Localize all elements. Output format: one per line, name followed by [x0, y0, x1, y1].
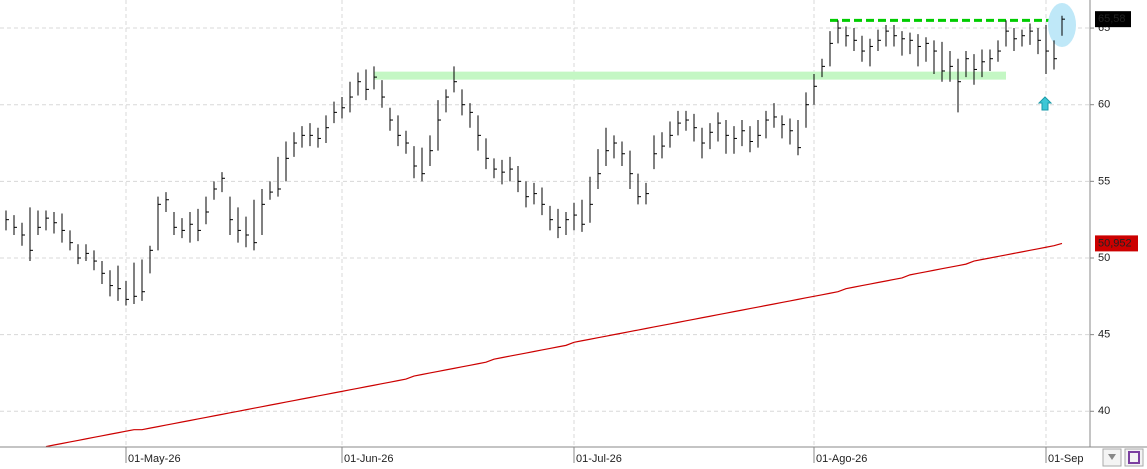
x-tick-label: 01-Jun-26 — [344, 453, 394, 465]
y-tick-label: 55 — [1098, 175, 1110, 187]
price-tag-bg — [1095, 235, 1138, 252]
x-tick-label: 01-Jul-26 — [576, 453, 622, 465]
up-arrow — [1037, 96, 1053, 111]
price-tag-bg — [1095, 11, 1131, 28]
y-tick-label: 45 — [1098, 329, 1110, 341]
levels — [374, 18, 1062, 80]
price-tag: 50,952 — [1098, 237, 1132, 249]
save-icon — [1128, 451, 1140, 464]
y-tick-label: 50 — [1098, 252, 1110, 264]
grid — [0, 0, 1090, 447]
scroll-icon — [1108, 454, 1116, 460]
axes: 40 45 50 55 60 65 01-May-26 01-Jun-26 01-Jul-26 0… — [125, 11, 1138, 465]
x-tick-label: 01-Sep — [1048, 453, 1083, 465]
marks — [5, 15, 1065, 448]
y-tick-label: 65 — [1098, 22, 1110, 34]
y-tick-label: 40 — [1098, 405, 1110, 417]
x-tick-label: 01-Ago-26 — [816, 453, 867, 465]
moving-average-line — [45, 242, 1063, 448]
price-tag: 65,58 — [1098, 13, 1126, 25]
y-tick-label: 60 — [1098, 99, 1110, 111]
x-tick-label: 01-May-26 — [128, 453, 181, 465]
